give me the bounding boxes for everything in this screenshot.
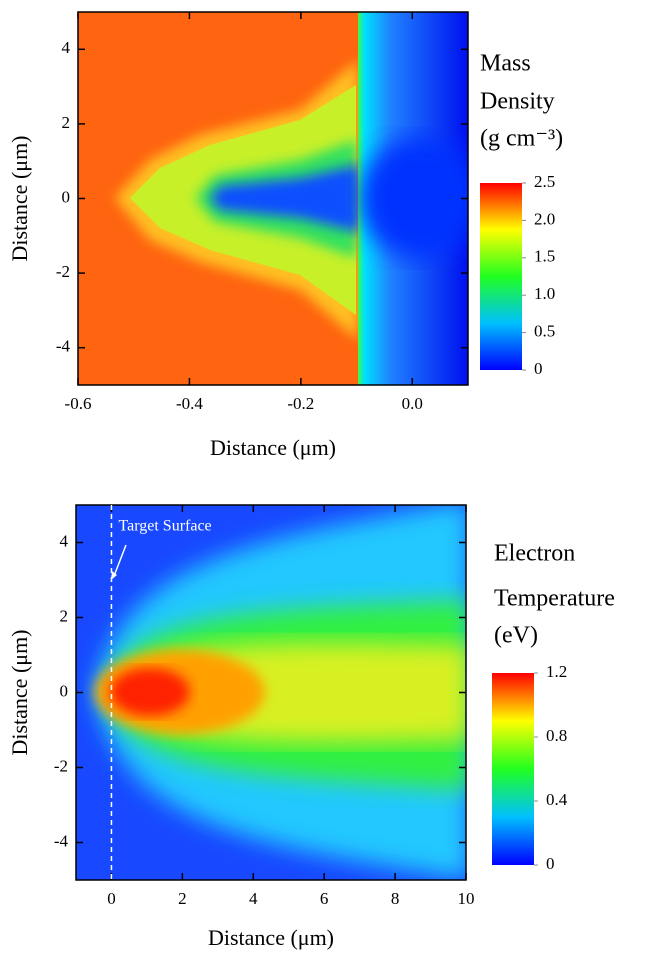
colorbar-title: (eV) bbox=[494, 623, 538, 649]
colorbar-title: Density bbox=[480, 89, 555, 115]
colorbar-tick-label: 0.8 bbox=[546, 726, 567, 745]
colorbar-tick-label: 1.5 bbox=[534, 247, 555, 266]
y-axis-label: Distance (μm) bbox=[7, 629, 32, 755]
x-tick-label: 0 bbox=[107, 889, 116, 908]
x-tick-label: 10 bbox=[458, 889, 475, 908]
colorbar-tick-label: 0.4 bbox=[546, 790, 568, 809]
colorbar-title: Electron bbox=[494, 541, 575, 567]
y-tick-label: 0 bbox=[60, 681, 69, 700]
colorbar-tick-label: 2.0 bbox=[534, 209, 555, 228]
x-axis-label: Distance (μm) bbox=[208, 925, 334, 950]
x-tick-label: -0.2 bbox=[287, 394, 314, 413]
y-axis-label: Distance (μm) bbox=[7, 135, 32, 261]
colorbar-title: Temperature bbox=[494, 586, 615, 612]
annotation: Target Surface bbox=[118, 518, 211, 535]
y-tick-label: -2 bbox=[54, 756, 68, 775]
x-tick-label: -0.6 bbox=[65, 394, 92, 413]
colorbar-tick-label: 2.5 bbox=[534, 172, 555, 191]
y-tick-label: -2 bbox=[56, 262, 70, 281]
colorbar-tick-label: 1.0 bbox=[534, 284, 555, 303]
x-tick-label: 8 bbox=[391, 889, 400, 908]
colorbar-tick-label: 0.5 bbox=[534, 322, 555, 341]
annotation-arrow bbox=[113, 544, 127, 577]
y-tick-label: 2 bbox=[60, 606, 69, 625]
temperature-field bbox=[76, 505, 466, 880]
x-tick-label: -0.4 bbox=[176, 394, 203, 413]
colorbar-title: (g cm⁻³) bbox=[480, 126, 563, 152]
y-tick-label: 2 bbox=[62, 113, 71, 132]
colorbar bbox=[480, 183, 522, 370]
y-tick-label: 4 bbox=[62, 38, 71, 57]
colorbar-tick-label: 0 bbox=[534, 359, 543, 378]
y-tick-label: -4 bbox=[54, 831, 69, 850]
x-tick-label: 0.0 bbox=[402, 394, 423, 413]
x-tick-label: 2 bbox=[178, 889, 187, 908]
x-axis-label: Distance (μm) bbox=[210, 435, 336, 460]
colorbar-tick-label: 0 bbox=[546, 854, 555, 873]
annotation-arrowhead bbox=[111, 571, 117, 580]
y-tick-label: 0 bbox=[62, 187, 71, 206]
x-tick-label: 6 bbox=[320, 889, 329, 908]
colorbar-title: Mass bbox=[480, 51, 531, 77]
colorbar bbox=[492, 673, 534, 865]
y-tick-label: -4 bbox=[56, 337, 71, 356]
y-tick-label: 4 bbox=[60, 531, 69, 550]
x-tick-label: 4 bbox=[249, 889, 258, 908]
density-field bbox=[78, 12, 468, 385]
colorbar-tick-label: 1.2 bbox=[546, 662, 567, 681]
